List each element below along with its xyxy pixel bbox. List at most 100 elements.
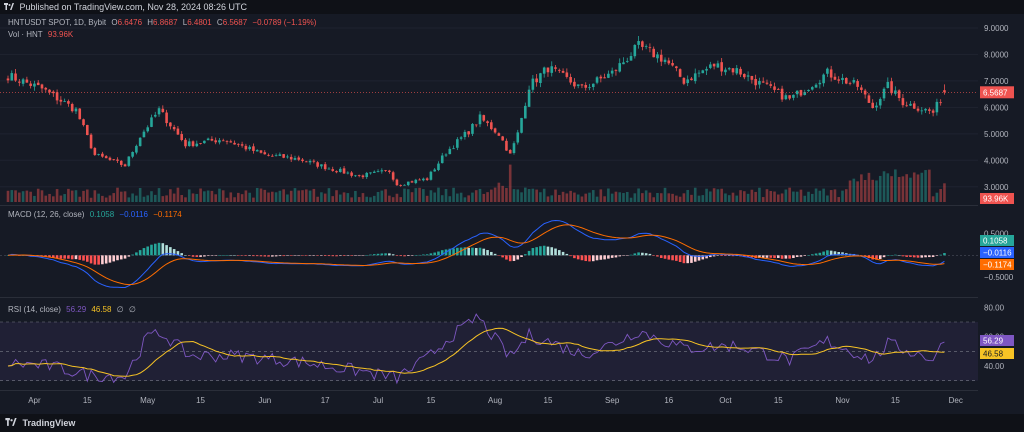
close-value: 6.5687 [222, 18, 248, 27]
time-axis-label: Apr [28, 396, 41, 405]
published-bar: Published on TradingView.com, Nov 28, 20… [0, 0, 1024, 14]
macd-histogram-bar [142, 248, 146, 256]
macd-histogram-bar [78, 255, 82, 260]
price-axis-label: 8.0000 [984, 50, 1009, 59]
macd-histogram-bar [240, 255, 244, 256]
candle-body [123, 164, 127, 167]
volume-bar [501, 185, 504, 202]
candle-body [648, 47, 652, 49]
candle-body [354, 175, 357, 177]
macd-histogram-bar [414, 255, 418, 256]
macd-histogram-bar [580, 255, 584, 261]
volume-bar [576, 194, 580, 202]
candle-body [531, 78, 535, 90]
macd-histogram-bar [720, 255, 723, 256]
candle-body [108, 157, 112, 160]
macd-histogram-bar [471, 247, 474, 256]
candle-body [727, 68, 731, 70]
volume-bar [637, 188, 640, 202]
candle-body [659, 54, 663, 62]
macd-histogram-bar [671, 255, 674, 261]
candle-body [237, 143, 240, 145]
candle-body [614, 69, 618, 71]
candle-body [641, 41, 644, 47]
macd-histogram-bar [795, 255, 799, 257]
macd-histogram-bar [52, 255, 55, 258]
volume-bar [524, 187, 527, 202]
macd-histogram-bar [637, 252, 640, 256]
macd-histogram-bar [878, 255, 882, 259]
volume-bar [380, 190, 384, 202]
macd-histogram-bar [187, 255, 191, 256]
candle-body [437, 163, 440, 170]
macd-value-badge-label: −0.1174 [983, 261, 1012, 270]
candle-body [161, 108, 165, 113]
candle-body [852, 80, 856, 83]
macd-histogram-bar [342, 255, 346, 256]
candle-body [78, 108, 82, 120]
candle-body [758, 81, 761, 85]
candle-body [622, 62, 625, 65]
macd-histogram-bar [486, 250, 489, 256]
macd-histogram-bar [818, 252, 822, 256]
macd-histogram-bar [542, 245, 546, 256]
volume-bar [255, 187, 259, 202]
macd-histogram-bar [531, 248, 535, 256]
volume-bar [225, 197, 229, 202]
macd-histogram-bar [316, 255, 319, 256]
volume-bar [792, 191, 795, 202]
macd-histogram-bar [459, 247, 463, 256]
volume-bar [829, 190, 833, 202]
candle-body [901, 98, 905, 106]
macd-histogram-bar [735, 255, 739, 256]
candle-body [456, 139, 459, 148]
candle-body [63, 101, 66, 103]
volume-bar [599, 189, 603, 202]
macd-histogram-bar [652, 255, 655, 256]
rsi-value-badge-label: 56.29 [983, 337, 1004, 346]
volume-bar [191, 193, 195, 202]
rsi-line [7, 313, 945, 385]
volume-bar [705, 188, 708, 202]
macd-histogram-bar [886, 255, 890, 256]
volume-bar [48, 193, 51, 202]
candle-body [380, 170, 384, 172]
volume-bar [101, 195, 104, 202]
candle-body [229, 141, 233, 143]
volume-bar [293, 188, 297, 202]
candle-body [33, 83, 36, 87]
pane-divider [0, 390, 978, 391]
rsi-name: RSI (14, close) [8, 305, 61, 314]
volume-bar [844, 189, 848, 202]
candle-body [418, 179, 421, 181]
volume-bar [369, 197, 372, 202]
volume-bar [690, 194, 693, 202]
price-axis-label: 5.0000 [984, 130, 1009, 139]
macd-histogram-bar [663, 255, 667, 259]
macd-histogram-bar [614, 255, 618, 258]
volume-bar [172, 193, 176, 202]
macd-histogram-bar [138, 250, 142, 256]
volume-bar [943, 183, 946, 202]
candle-body [312, 160, 316, 162]
volume-bar [882, 171, 886, 202]
volume-bar [818, 190, 822, 202]
volume-legend: Vol · HNT 93.96K [8, 30, 76, 39]
volume-bar [928, 169, 931, 202]
macd-histogram-bar [920, 255, 924, 258]
volume-bar [316, 196, 319, 202]
macd-histogram-bar [871, 255, 875, 260]
volume-bar [490, 189, 493, 202]
volume-bar [731, 192, 735, 202]
pane-divider[interactable] [0, 205, 978, 206]
candle-body [240, 144, 244, 146]
macd-histogram-bar [203, 255, 206, 257]
candle-body [535, 78, 538, 83]
volume-bar [335, 190, 338, 202]
macd-histogram-bar [161, 243, 165, 256]
pane-divider[interactable] [0, 297, 978, 298]
macd-histogram-bar [82, 255, 85, 261]
close-label: C [216, 18, 223, 27]
